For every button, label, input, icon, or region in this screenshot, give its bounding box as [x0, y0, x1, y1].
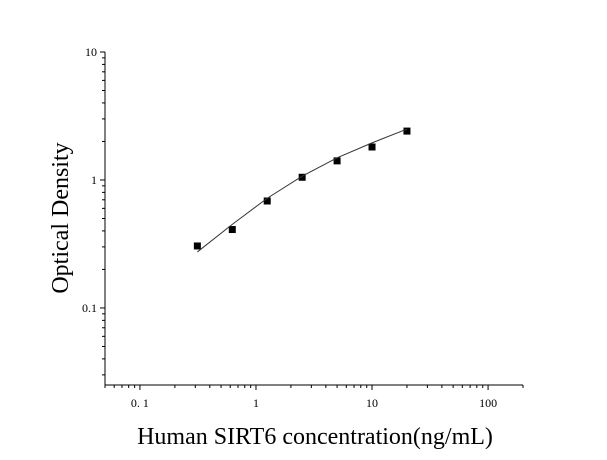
x-axis-title: Human SIRT6 concentration(ng/mL) — [137, 424, 493, 450]
x-tick-label: 0. 1 — [131, 396, 149, 410]
data-point — [368, 143, 376, 151]
data-point — [263, 197, 271, 205]
y-tick-label: 1 — [91, 173, 97, 187]
y-tick-label: 0.1 — [82, 301, 97, 315]
x-tick-label: 1 — [253, 396, 259, 410]
y-axis-title: Optical Density — [48, 142, 74, 293]
data-point — [228, 226, 236, 234]
data-point — [298, 173, 306, 181]
data-point — [193, 242, 201, 250]
x-tick-label: 100 — [479, 396, 497, 410]
y-tick-label: 10 — [85, 45, 97, 59]
fit-curve — [197, 128, 408, 253]
x-tick-label: 10 — [366, 396, 378, 410]
data-point — [333, 157, 341, 165]
data-point — [403, 127, 411, 135]
